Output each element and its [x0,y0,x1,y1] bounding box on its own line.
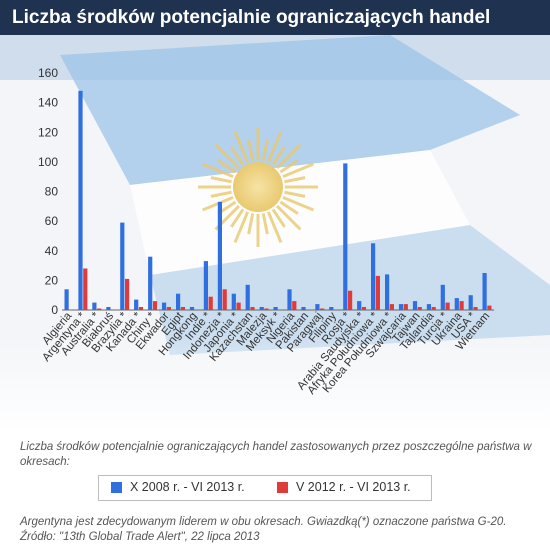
bar-series-b [250,307,255,310]
y-tick-label: 140 [38,96,58,110]
bar-series-b [97,308,102,310]
bar-series-a [217,201,222,310]
flag-stripe-bottom [150,225,550,355]
bar-series-a [148,256,153,310]
bar-series-a [259,307,264,310]
chart-area: 0 20 40 60 80 100 120 140 160 Algieria Argentyna … [0,35,550,433]
bar-series-a [412,301,418,310]
bar-series-b [320,308,325,310]
bar-series-a [189,307,195,310]
bar-series-a [106,307,111,310]
y-tick-label: 0 [51,303,58,317]
bar-series-a [329,307,334,310]
bar-series-b [222,289,227,310]
bar-series-b [292,301,297,310]
bar-series-a [343,163,348,310]
bar-series-a [176,293,181,310]
chart-title: Liczba środków potencjalnie ograniczając… [12,7,491,28]
bar-series-a [357,301,362,310]
flag-stripe-top [60,35,520,185]
y-tick-label: 120 [38,125,58,139]
bar-series-a [203,261,208,310]
bar-series-a [385,274,390,310]
bar-series-b [125,278,130,310]
y-tick-label: 160 [38,66,58,80]
bar-series-b [459,301,464,310]
bar-series-b [417,307,422,310]
bar-series-b [264,308,269,310]
bar-series-b [375,275,380,310]
y-tick-label: 20 [45,273,59,287]
bar-series-b [236,302,241,310]
y-tick-label: 60 [45,214,59,228]
legend-item-series-a: X 2008 r. - VI 2013 r. [111,480,245,494]
bar-series-b [138,307,144,310]
bar-series-b [180,307,185,310]
legend-label-series-a: X 2008 r. - VI 2013 r. [130,480,245,494]
y-tick-label: 40 [45,244,59,258]
bar-series-a [245,284,250,310]
bar-series-a [454,298,459,310]
bar-series-a [468,295,473,310]
bar-series-a [64,289,69,310]
legend-item-series-b: V 2012 r. - VI 2013 r. [277,480,411,494]
bar-series-b [403,304,408,310]
y-tick-label: 80 [45,185,59,199]
bar-series-b [152,301,158,310]
bar-series-a [315,304,320,310]
bar-series-a [426,304,431,310]
flag-stripe-white [130,150,470,275]
bar-series-a [78,90,83,310]
sun-icon [198,127,318,247]
bar-series-b [348,290,353,310]
chart-header: Liczba środków potencjalnie ograniczając… [0,0,550,35]
legend-swatch-blue [111,481,122,493]
chart-caption: Liczba środków potencjalnie ograniczając… [20,441,532,468]
legend-label-series-b: V 2012 r. - VI 2013 r. [296,480,411,494]
bar-series-b [208,296,213,310]
bar-series-b [83,268,88,310]
bar-series-a [371,243,376,310]
bar-series-b [445,302,450,310]
y-tick-label: 100 [38,155,58,169]
bar-series-a [440,284,445,310]
bar-series-a [92,302,97,310]
bar-series-b [487,305,492,310]
bar-series-a [162,302,167,310]
bar-series-a [482,273,487,310]
bar-series-a [273,307,278,310]
footnote-line-1: Argentyna jest zdecydowanym liderem w ob… [20,516,507,528]
bar-series-b [431,307,436,310]
legend: X 2008 r. - VI 2013 r. V 2012 r. - VI 20… [98,475,432,501]
bar-series-b [361,307,367,310]
flag-background [0,35,550,433]
bar-series-a [287,289,292,310]
bar-series-a [134,299,139,310]
footnote: Argentyna jest zdecydowanym liderem w ob… [20,515,540,545]
bar-series-a [301,307,306,310]
legend-swatch-red [277,481,288,493]
bar-series-a [120,222,125,310]
footnote-source: Źródło: "13th Global Trade Alert", 22 li… [20,531,260,543]
bar-series-b [166,307,171,310]
bar-series-a [231,293,236,310]
bar-series-b [389,304,394,310]
bar-series-a [398,304,404,310]
bar-series-b [473,307,478,310]
